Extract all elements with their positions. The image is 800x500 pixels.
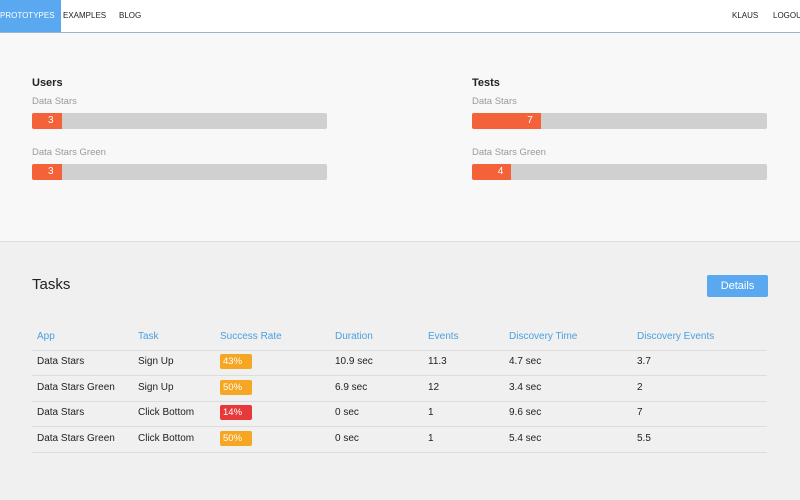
column-header: Discovery Time [509,331,578,342]
stat-label: Data Stars [32,96,77,107]
table-cell: 0 sec [335,407,359,418]
progress-fill: 4 [472,164,512,180]
stat-label: Data Stars Green [32,147,106,158]
table-cell: 11.3 [428,356,447,367]
table-cell: Sign Up [138,356,174,367]
column-header: App [37,331,55,342]
table-cell: Data Stars Green [37,381,115,393]
section-title: Tasks [32,276,71,293]
table-cell: 1 [428,407,434,418]
stat-label: Data Stars [472,96,517,107]
table-cell: 6.9 sec [335,381,368,393]
table-cell: 5.4 sec [509,432,542,444]
success-badge: 43% [220,354,252,369]
badge: 50% [220,379,252,395]
row-divider [32,400,767,402]
details-button[interactable]: Details [707,275,768,297]
table-cell: Sign Up [138,381,174,393]
progress-fill: 3 [32,164,62,180]
column-header: Task [138,331,159,342]
table-cell: 3.4 sec [509,381,542,393]
table-cell: 4.7 sec [509,356,542,367]
row-divider [32,426,767,427]
row-divider [32,350,767,351]
column-header: Success Rate [220,331,282,342]
stat-title: Tests [472,77,500,89]
table-cell: Click Bottom [138,407,195,418]
column-header: Duration [335,331,373,342]
table-cell: Click Bottom [138,432,195,444]
stat-label: Data Stars Green [472,147,546,158]
table-cell: 2 [637,381,643,393]
badge: 14% [220,405,252,420]
nav-link[interactable]: KLAUS [732,11,759,20]
table-cell: 9.6 sec [509,407,542,418]
badge: 50% [220,430,252,446]
table-cell: 10.9 sec [335,356,373,367]
success-badge: 14% [220,405,252,420]
column-header: Events [428,331,459,342]
badge: 43% [220,354,252,369]
progress-track: 3 [32,113,327,129]
table-cell: 12 [428,381,440,393]
stat-title: Users [32,77,63,89]
table-cell: Data Stars [37,356,85,367]
table-cell: 0 sec [335,432,359,444]
progress-fill: 3 [32,113,62,129]
progress-fill: 7 [472,113,541,129]
progress-track: 4 [472,164,767,180]
stats-panel [0,33,800,242]
table-cell: 5.5 [637,432,651,444]
nav-link[interactable]: LOGOUT [773,11,800,20]
progress-track: 7 [472,113,767,129]
row-divider [32,375,767,376]
progress-track: 3 [32,164,327,180]
table-cell: 7 [637,407,643,418]
nav-link[interactable]: PROTOTYPES [0,0,61,32]
nav-link[interactable]: BLOG [119,11,142,20]
success-badge: 50% [220,379,252,395]
table-cell: Data Stars [37,407,85,418]
table-cell: 3.7 [637,356,651,367]
table-cell: 1 [428,432,434,444]
success-badge: 50% [220,430,252,446]
row-divider [32,451,767,453]
nav-link[interactable]: EXAMPLES [63,11,107,20]
column-header: Discovery Events [637,331,715,342]
table-cell: Data Stars Green [37,432,115,444]
